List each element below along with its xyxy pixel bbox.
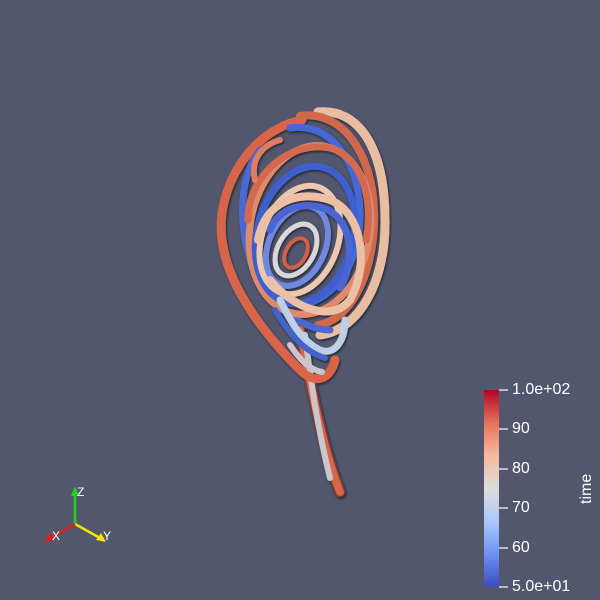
x-axis-arrow — [44, 533, 54, 542]
scalar-bar-title: time — [578, 473, 595, 504]
scalar-bar-gradient — [484, 390, 499, 587]
scalar-bar-label-max: 1.0e+02 — [512, 381, 571, 398]
attractor-tubes — [216, 107, 390, 498]
x-axis-line — [49, 522, 76, 540]
y-axis-arrow — [96, 533, 106, 542]
x-axis-label: X — [52, 529, 60, 543]
scalar-bar-label-70: 70 — [512, 499, 530, 516]
scalar-bar — [484, 389, 508, 588]
orientation-axes: Z Y X — [44, 485, 111, 543]
scalar-bar-label-80: 80 — [512, 460, 530, 477]
z-axis-arrow — [71, 486, 79, 496]
y-axis-line — [74, 522, 101, 540]
scalar-bar-label-90: 90 — [512, 420, 530, 437]
y-axis-label: Y — [103, 529, 111, 543]
z-axis-label: Z — [77, 485, 84, 499]
scalar-bar-label-60: 60 — [512, 539, 530, 556]
scalar-bar-label-min: 5.0e+01 — [512, 578, 571, 595]
